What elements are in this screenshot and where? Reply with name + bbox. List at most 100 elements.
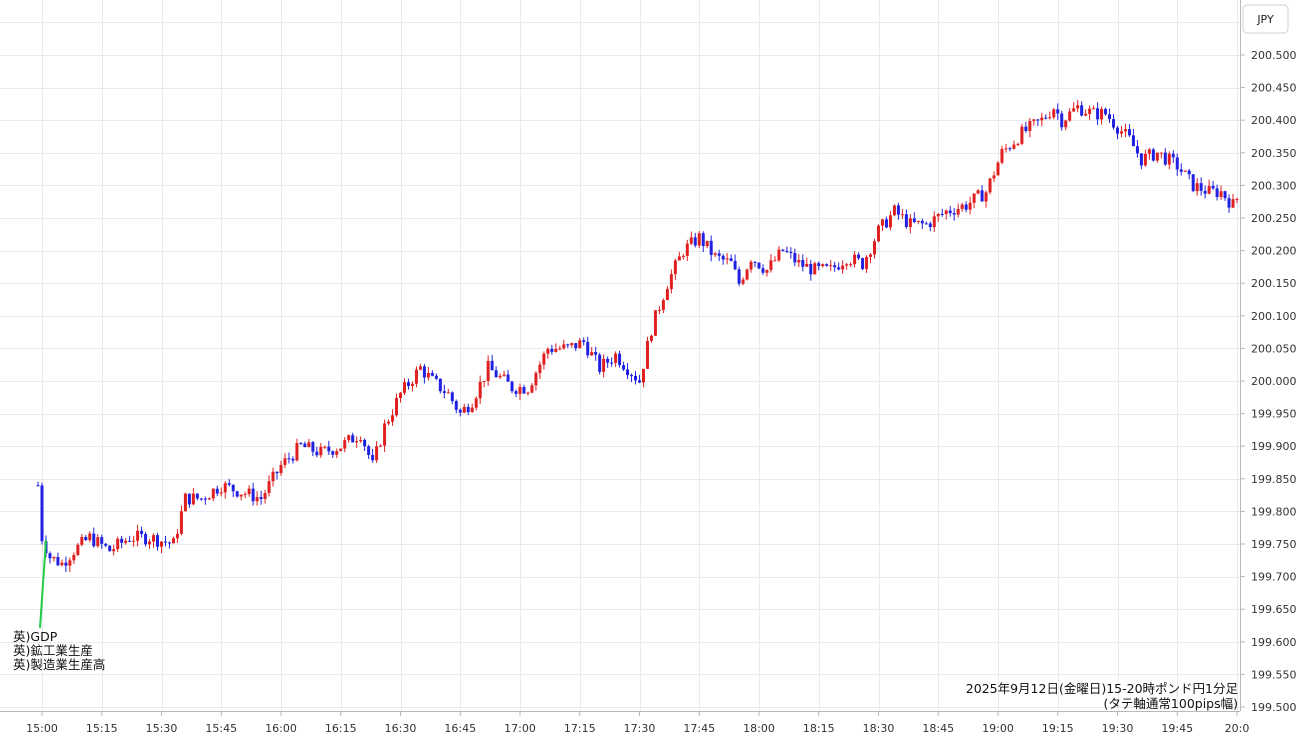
candle-body <box>148 541 152 545</box>
candle-body <box>570 343 574 346</box>
candle <box>1004 143 1008 153</box>
candle <box>402 378 406 395</box>
candle <box>634 371 638 385</box>
candle <box>554 343 558 353</box>
candle-body <box>255 497 259 502</box>
candle-body <box>1175 157 1179 170</box>
candle-body <box>594 352 598 355</box>
candle-body <box>618 353 622 366</box>
candle-body <box>709 240 713 255</box>
candle <box>789 247 793 259</box>
x-tick-label: 18:15 <box>803 722 835 735</box>
candle <box>1116 125 1119 140</box>
y-tick-label: 200.350 <box>1251 147 1297 160</box>
candle <box>80 534 84 547</box>
candle <box>156 532 160 551</box>
candle <box>757 262 761 270</box>
candle <box>697 231 701 249</box>
candle-body <box>857 254 861 259</box>
candle-body <box>351 435 355 443</box>
candle-body <box>1056 109 1060 114</box>
candle-body <box>128 540 132 542</box>
candle <box>518 383 522 401</box>
candle <box>1127 124 1131 137</box>
candle <box>36 481 40 487</box>
candle-body <box>291 458 295 461</box>
candle-body <box>892 205 896 216</box>
candle-body <box>976 190 980 194</box>
candle <box>1068 108 1072 122</box>
candle <box>395 393 399 418</box>
candle <box>630 373 634 383</box>
candle <box>343 437 347 453</box>
candle-body <box>442 391 446 393</box>
candle <box>207 497 211 500</box>
candle <box>152 533 156 548</box>
candle <box>76 542 80 557</box>
candle-body <box>406 382 410 386</box>
candle <box>1159 152 1163 159</box>
candle-body <box>900 214 904 216</box>
candle <box>857 252 861 261</box>
candle <box>645 336 649 369</box>
candle-body <box>1048 117 1052 119</box>
currency-label-box[interactable]: JPY <box>1242 4 1289 34</box>
candle <box>733 254 737 271</box>
candle <box>1016 142 1020 147</box>
y-tick-label: 199.750 <box>1251 538 1297 551</box>
candle-body <box>160 541 163 547</box>
y-tick-label: 200.500 <box>1251 49 1297 62</box>
candle-body <box>1032 119 1036 122</box>
candle-body <box>749 261 753 270</box>
candle <box>458 408 462 417</box>
candle <box>1040 112 1044 127</box>
candle-body <box>1064 120 1068 128</box>
candle-body <box>673 260 677 275</box>
candle-body <box>797 260 801 263</box>
candle-body <box>1104 109 1108 115</box>
candle <box>522 384 526 394</box>
candle <box>367 444 371 460</box>
candle <box>383 419 387 452</box>
candle-body <box>705 240 709 247</box>
candle-body <box>1143 153 1147 166</box>
candle-body <box>657 309 661 311</box>
candle-body <box>956 208 960 215</box>
candle-body <box>598 354 602 372</box>
candle-body <box>841 265 845 270</box>
candle-body <box>928 223 932 228</box>
candle-body <box>586 341 590 356</box>
candle <box>211 488 215 501</box>
candle <box>1227 194 1231 213</box>
candle-body <box>1028 121 1032 131</box>
candle-body <box>1131 135 1135 147</box>
candle-body <box>307 442 311 448</box>
candle <box>602 354 606 378</box>
candle-body <box>610 362 614 364</box>
candle-body <box>1060 113 1064 128</box>
candle <box>641 368 645 388</box>
candle-body <box>1072 108 1076 112</box>
y-tick-label: 200.300 <box>1251 179 1297 192</box>
candle <box>841 260 845 274</box>
candle-body <box>534 373 538 386</box>
candle-body <box>641 368 645 383</box>
candle-body <box>948 210 952 214</box>
candle-body <box>52 556 56 559</box>
candle <box>490 354 494 371</box>
candle-body <box>932 216 936 228</box>
candle-body <box>482 380 486 382</box>
candle <box>1151 147 1155 162</box>
candle <box>793 248 797 267</box>
candle-body <box>1012 144 1016 149</box>
candle-body <box>462 406 466 413</box>
candle-body <box>1207 185 1211 194</box>
candle-body <box>769 260 773 271</box>
candle <box>980 185 984 202</box>
x-tick-label: 17:45 <box>683 722 715 735</box>
candle-body <box>88 533 92 541</box>
candle <box>1207 179 1211 195</box>
candle <box>163 535 167 547</box>
candle <box>470 403 474 413</box>
candle-body <box>741 279 745 284</box>
